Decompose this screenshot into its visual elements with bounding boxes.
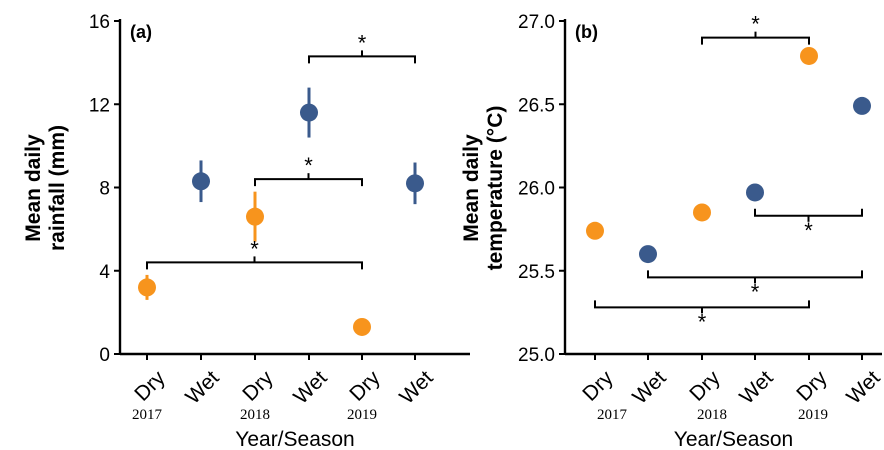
year-label: 2017 (597, 407, 628, 423)
y-axis-title: Mean daily (22, 134, 45, 242)
x-tick-label: Wet (735, 366, 778, 409)
x-tick-label: Wet (181, 366, 224, 409)
y-tick-label: 25.5 (518, 262, 555, 283)
x-tick-label: Wet (628, 366, 671, 409)
y-tick-label: 27.0 (518, 12, 555, 33)
significance-star: * (751, 279, 760, 304)
y-tick-label: 26.5 (518, 95, 555, 116)
year-label: 2018 (240, 407, 270, 423)
data-point-dry (693, 203, 711, 222)
x-axis-title: Year/Season (674, 428, 794, 450)
x-tick-label: Wet (289, 366, 332, 409)
y-tick-label: 12 (89, 95, 110, 116)
panel-label: (a) (130, 22, 152, 42)
significance-star: * (250, 236, 259, 261)
x-tick-label: Dry (345, 366, 385, 406)
data-point-wet (853, 96, 871, 115)
data-point-dry (353, 317, 371, 336)
data-point-dry (246, 207, 264, 226)
significance-bracket (308, 55, 416, 64)
x-tick-label: Dry (130, 366, 170, 406)
significance-star: * (304, 153, 313, 178)
y-axis-title: temperature (°C) (484, 106, 507, 271)
panel-label: (b) (575, 22, 598, 42)
x-tick-label: Dry (238, 366, 278, 406)
significance-bracket (754, 208, 863, 217)
significance-bracket (254, 178, 363, 187)
y-tick-label: 8 (99, 179, 110, 200)
x-axis-title: Year/Season (235, 428, 355, 450)
year-label: 2019 (798, 407, 828, 423)
x-tick-label: Dry (792, 366, 832, 406)
significance-bracket (146, 261, 363, 270)
y-axis-title: rainfall (mm) (46, 125, 69, 251)
y-tick-label: 4 (99, 262, 110, 283)
y-tick-label: 0 (99, 345, 110, 366)
y-tick-label: 25.0 (518, 345, 555, 366)
y-tick-label: 16 (89, 12, 110, 33)
significance-star: * (751, 12, 760, 37)
data-point-wet (746, 183, 764, 202)
data-point-wet (406, 174, 424, 193)
data-point-wet (639, 245, 657, 264)
y-axis-title: Mean daily (460, 134, 483, 242)
year-label: 2018 (697, 407, 727, 423)
significance-bracket (594, 300, 810, 309)
significance-star: * (804, 218, 813, 243)
x-tick-label: Wet (842, 366, 884, 409)
data-point-dry (800, 46, 818, 65)
significance-star: * (358, 30, 367, 55)
significance-star: * (698, 309, 707, 334)
x-tick-label: Dry (685, 366, 725, 406)
data-point-dry (138, 278, 156, 297)
data-point-wet (300, 103, 318, 122)
y-tick-label: 26.0 (518, 179, 555, 200)
year-label: 2017 (132, 407, 163, 423)
data-point-dry (586, 221, 604, 240)
x-tick-label: Dry (578, 366, 618, 406)
significance-bracket (701, 36, 810, 45)
significance-bracket (647, 270, 863, 279)
x-tick-label: Wet (395, 366, 438, 409)
data-point-wet (192, 172, 210, 191)
year-label: 2019 (347, 407, 377, 423)
